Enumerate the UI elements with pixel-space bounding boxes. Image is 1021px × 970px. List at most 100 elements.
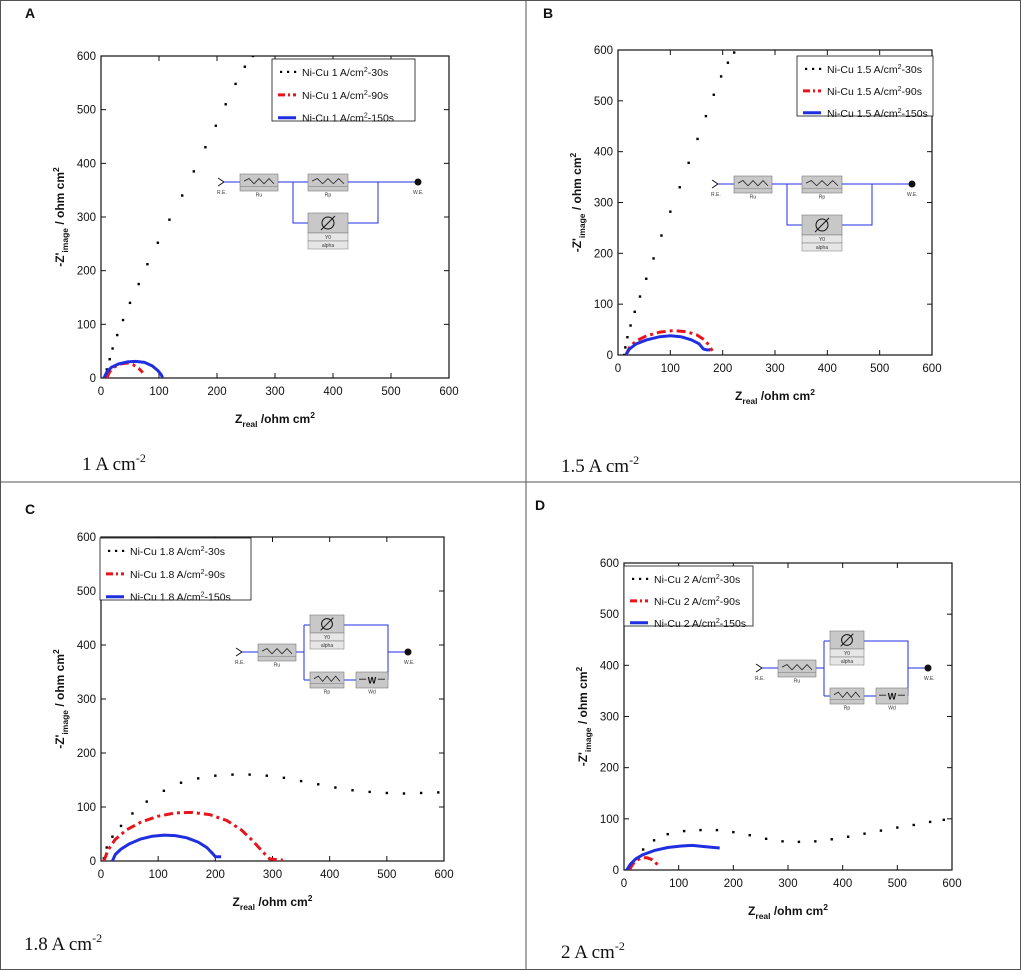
data-point [928, 820, 932, 824]
warburg-wd-box [355, 671, 389, 689]
cpe-element-circle [815, 218, 829, 232]
legend-suffix: -150s [205, 592, 231, 604]
y-axis-label-sub: image [577, 213, 587, 238]
legend-swatch-dot [294, 70, 297, 73]
x-tick-label: 600 [942, 878, 961, 890]
legend-entry: Ni-Cu 1.8 A/cm2-150s [130, 592, 231, 604]
data-point [116, 333, 119, 337]
wire-parallel [292, 182, 379, 224]
cpe-element-circle [321, 618, 333, 630]
panel-caption: 1 A cm-2 [82, 451, 146, 475]
legend-entry: Ni-Cu 2 A/cm2-150s [654, 618, 746, 630]
legend-swatch-dot [805, 67, 808, 70]
resistor-ru-zigzag [243, 177, 275, 185]
y-tick-label: 500 [594, 96, 613, 108]
x-axis-label: Zreal /ohm cm2 [233, 893, 313, 912]
legend-entry: Ni-Cu 1.5 A/cm2-90s [827, 86, 922, 98]
data-point [629, 324, 632, 327]
cpe-element-label2: alpha [816, 245, 828, 251]
re-label: R.E. [755, 676, 765, 682]
legend-suffix: -150s [368, 113, 394, 125]
cpe-element-label1: Y0 [819, 237, 825, 243]
data-point [137, 282, 140, 286]
cpe-element-label1: Y0 [325, 235, 331, 241]
x-tick-label: 300 [778, 878, 797, 890]
resistor-rp-box [307, 173, 349, 192]
resistor-ru-zigzag [781, 663, 813, 671]
series-line [624, 329, 714, 355]
legend-prefix: Ni-Cu 1 A/cm [302, 113, 364, 125]
legend-exp: 2 [201, 569, 205, 576]
y-tick-label: 500 [600, 609, 619, 621]
legend-prefix: Ni-Cu 2 A/cm [654, 596, 716, 608]
data-point [145, 800, 148, 803]
y-tick-label: 200 [77, 266, 96, 278]
panel-b: B 1.5 A cm-2 0 100 200 300 400 500 600 0 100 200 300… [543, 5, 942, 477]
legend-entry: Ni-Cu 2 A/cm2-90s [654, 596, 740, 608]
legend-entry: Ni-Cu 1 A/cm2-30s [302, 67, 388, 79]
y-axis-label-rest: / ohm cm [570, 157, 584, 213]
x-tick-label: 600 [922, 363, 941, 375]
data-point [748, 834, 751, 837]
data-point [156, 241, 160, 244]
y-tick-label: 300 [77, 694, 96, 706]
x-tick-label: 500 [888, 878, 907, 890]
panel-caption: 1.8 A cm-2 [24, 931, 102, 955]
legend-exp: 2 [898, 64, 902, 71]
y-tick-label: 0 [613, 865, 619, 877]
data-point [111, 835, 114, 838]
series-line [102, 359, 164, 378]
cpe-element: Y0 alpha [309, 614, 345, 650]
we-label: W.E. [924, 676, 935, 682]
y-axis-label-sub: image [583, 727, 593, 752]
cpe-element: Y0 alpha [801, 214, 843, 252]
data-point [224, 103, 227, 106]
y-tick-label: 300 [77, 212, 96, 224]
data-point [712, 93, 715, 96]
x-tick-label: 0 [615, 363, 621, 375]
data-point [626, 336, 629, 339]
legend-exp: 2 [201, 592, 205, 599]
panel-caption: 2 A cm-2 [561, 939, 625, 963]
data-point [105, 846, 108, 849]
series-group [102, 773, 440, 861]
x-axis-label: Zreal /ohm cm2 [735, 387, 815, 406]
x-axis-label-exp: 2 [310, 410, 315, 420]
legend-exp: 2 [716, 574, 720, 581]
data-point [797, 840, 801, 844]
panel-d: D 2 A cm-2 0 100 200 300 400 500 600 0 100 200 300 40… [535, 497, 962, 963]
legend-entry: Ni-Cu 1 A/cm2-150s [302, 113, 394, 125]
data-point [641, 848, 645, 851]
wire-parallel [786, 184, 873, 226]
cpe-element-label1: Y0 [844, 651, 850, 657]
cpe-element: Y0 alpha [829, 630, 865, 666]
caption-exp: -2 [629, 453, 639, 467]
wire-top [304, 624, 389, 680]
caption-value: 2 A cm [561, 942, 615, 963]
x-axis-label-rest: /ohm cm [758, 389, 811, 403]
data-point [248, 773, 251, 776]
legend-suffix: -30s [205, 546, 225, 558]
data-point [678, 186, 681, 189]
data-point [121, 318, 125, 322]
series-line [628, 856, 661, 870]
we-terminal [414, 178, 422, 186]
x-tick-label: 0 [621, 878, 627, 890]
we-label: W.E. [413, 190, 424, 196]
data-point [131, 812, 134, 815]
legend-prefix: Ni-Cu 1.8 A/cm [130, 569, 201, 581]
series-90s [628, 856, 661, 870]
cpe-element-tag2 [307, 240, 349, 250]
x-tick-label: 200 [206, 869, 225, 881]
y-tick-label: 200 [600, 763, 619, 775]
cpe-element-slash [320, 617, 334, 631]
we-terminal [404, 648, 412, 656]
x-axis-label-main: Z [235, 412, 242, 426]
legend-suffix: -90s [902, 86, 922, 98]
x-axis-label-exp: 2 [810, 387, 815, 397]
y-tick-label: 200 [594, 248, 613, 260]
legend-suffix: -90s [368, 90, 388, 102]
y-tick-label: 100 [77, 319, 96, 331]
